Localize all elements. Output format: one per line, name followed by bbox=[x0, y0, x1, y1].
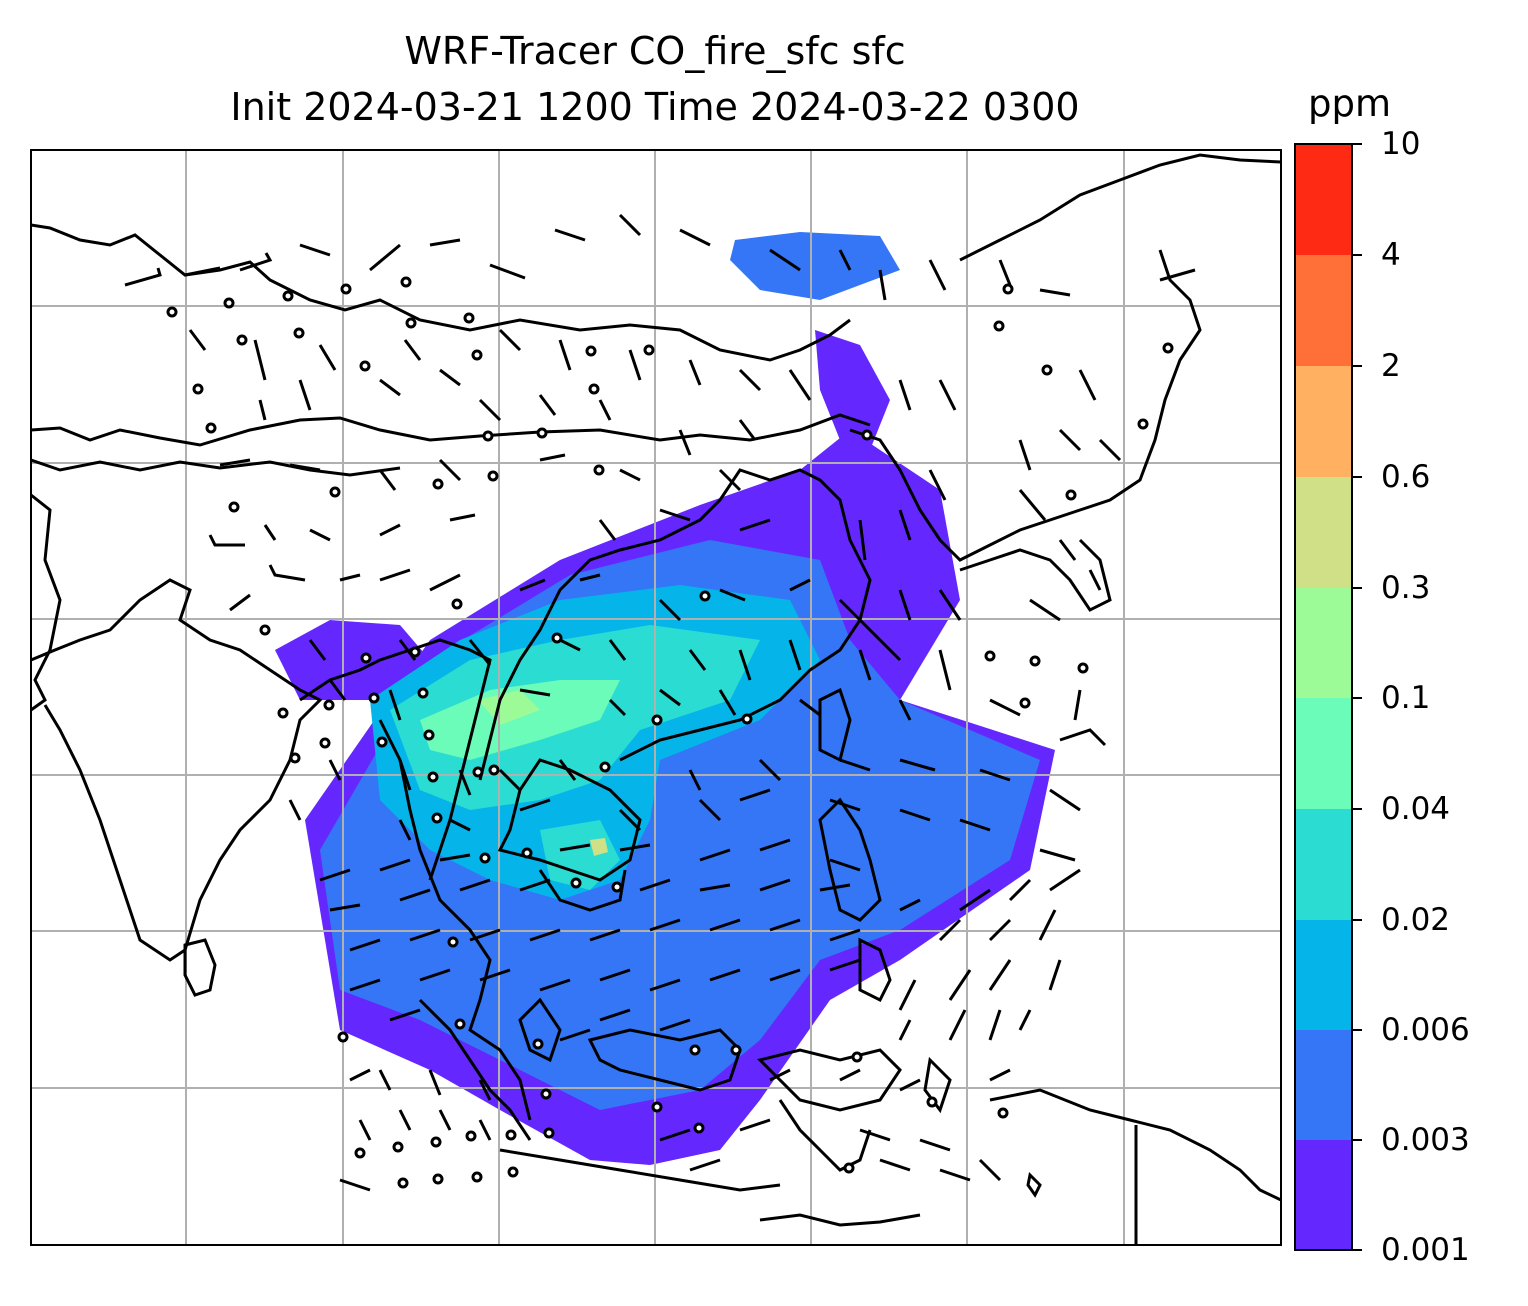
colorbar-segment-2 bbox=[1295, 1030, 1352, 1140]
colorbar-tick-label: 0.6 bbox=[1381, 459, 1431, 495]
colorbar-tick-label: 0.3 bbox=[1381, 570, 1431, 606]
co-level-03 bbox=[590, 838, 608, 856]
colorbar-tick-label: 0.1 bbox=[1381, 680, 1431, 716]
colorbar-segment-6 bbox=[1295, 588, 1352, 698]
co-level-01 bbox=[478, 690, 540, 725]
map-plot-area bbox=[31, 150, 1281, 1245]
colorbar-tick-label: 2 bbox=[1381, 348, 1401, 384]
colorbar-tick-label: 0.02 bbox=[1381, 902, 1451, 938]
co-level-002-cambodia bbox=[540, 820, 620, 890]
map-title-line1: WRF-Tracer CO_fire_sfc sfc bbox=[404, 29, 906, 73]
map-title-line2: Init 2024-03-21 1200 Time 2024-03-22 030… bbox=[230, 85, 1080, 129]
colorbar-segment-9 bbox=[1295, 255, 1352, 366]
colorbar-segment-3 bbox=[1295, 920, 1352, 1030]
colorbar-tick-label: 0.001 bbox=[1381, 1232, 1470, 1268]
colorbar-tick-label: 4 bbox=[1381, 237, 1401, 273]
colorbar-segment-1 bbox=[1295, 1140, 1352, 1250]
colorbar-ticks bbox=[1352, 143, 1362, 1251]
colorbar-segment-8 bbox=[1295, 366, 1352, 477]
colorbar-segment-5 bbox=[1295, 698, 1352, 809]
colorbar-segment-4 bbox=[1295, 809, 1352, 920]
colorbar-segment-10 bbox=[1295, 144, 1352, 255]
colorbar-tick-label: 0.006 bbox=[1381, 1012, 1470, 1048]
colorbar-tick-label: 0.003 bbox=[1381, 1122, 1470, 1158]
wind-barbs bbox=[124, 213, 1196, 1192]
co-level-0001-west bbox=[275, 620, 430, 700]
calm-wind-markers bbox=[166, 276, 1174, 1189]
co-level-0001-northeast bbox=[815, 330, 890, 450]
colorbar-tick-label: 10 bbox=[1381, 126, 1421, 162]
map-frame bbox=[30, 149, 1282, 1246]
co-level-0003-north bbox=[730, 232, 900, 300]
colorbar-units-label: ppm bbox=[1308, 82, 1392, 125]
map-gridlines bbox=[31, 150, 1281, 1245]
colorbar-segment-7 bbox=[1295, 477, 1352, 588]
colorbar bbox=[1294, 143, 1362, 1251]
colorbar-tick-label: 0.04 bbox=[1381, 791, 1451, 827]
coastlines bbox=[31, 153, 1281, 1245]
